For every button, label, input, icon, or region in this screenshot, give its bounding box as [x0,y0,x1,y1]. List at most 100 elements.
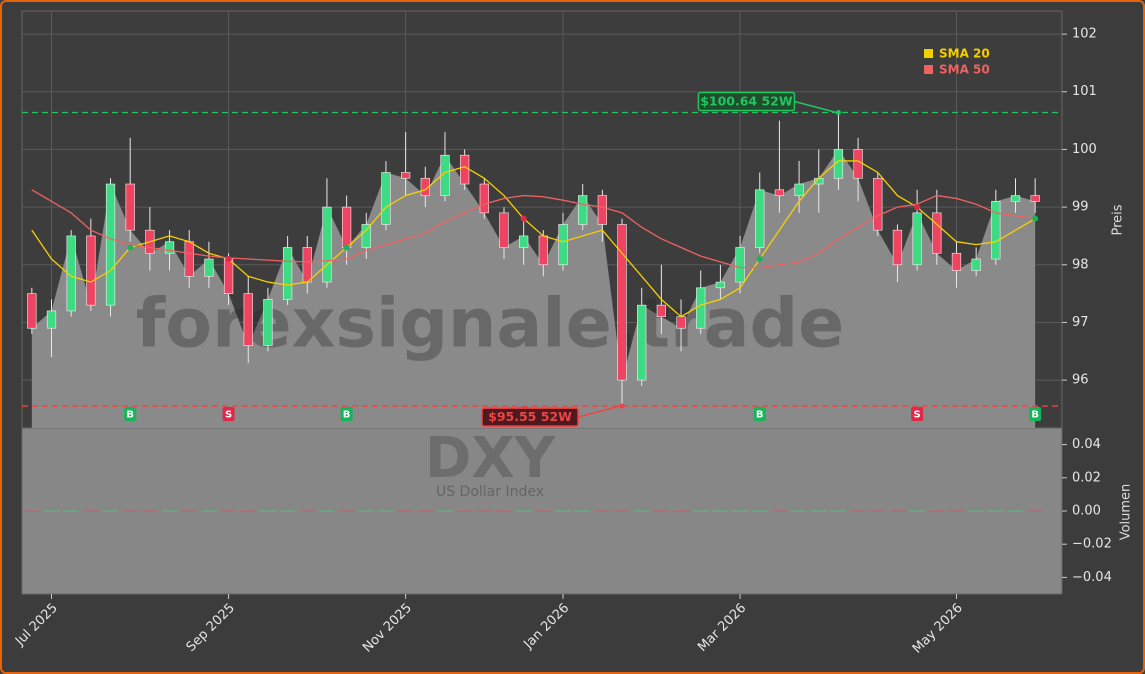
signal-label: B [126,410,134,421]
candle-body [637,304,647,381]
volume-bar [515,510,532,512]
candle-body [932,212,942,254]
signal-badge [1029,407,1042,421]
candle-body [696,287,706,329]
volume-bar [633,510,650,512]
volume-bar [23,510,40,512]
candle-body [715,281,726,289]
candle-body [991,201,1001,260]
y-tick-label: 96 [1072,373,1089,388]
volume-bar [535,510,552,512]
volume-bar [437,510,453,512]
candle-body [204,258,214,277]
candle-body [558,224,568,266]
signal-label: B [1031,410,1039,421]
candle-body [66,235,76,312]
volume-bar [496,510,512,512]
y-tick-label: 100 [1072,142,1097,157]
x-tick-label: Jan 2026 [521,601,573,653]
candle-body [322,206,332,283]
y-tick-label: 101 [1072,84,1097,99]
candle-body [302,247,312,283]
annotation-label: $100.64 52W [700,94,793,109]
candle-body [440,154,450,196]
volume-bar [201,510,217,512]
volume-bar [122,510,139,512]
volume-bar [555,510,571,512]
signal-dot [127,244,134,251]
signal-dot [225,256,232,263]
volume-bar [574,510,591,512]
candle-body [912,212,922,266]
candle-body [125,183,135,231]
signal-dot [1032,215,1039,222]
subtitle-watermark: US Dollar Index [436,484,544,500]
volume-bar [358,510,375,512]
volume-bar [732,510,748,512]
volume-bar [712,510,729,512]
volume-bar [142,510,158,512]
volume-bar [673,510,689,512]
sma-line [31,160,1036,318]
candle-body [105,183,116,306]
volume-bar [771,510,788,512]
volume-bar [260,510,276,512]
candle-body [833,149,844,179]
volume-bar [161,510,178,512]
candle-body [597,195,607,225]
candle-body [282,247,293,300]
volume-bar [456,510,473,512]
legend-label: SMA 50 [939,63,990,77]
candle-body [951,252,962,271]
signal-dot [520,215,527,222]
candle-body [971,258,981,271]
candle-body [27,293,37,329]
x-tick-label: Mar 2026 [695,601,749,655]
volume-bar [987,510,1004,512]
volume-bar [319,510,335,512]
signal-badge [222,407,235,421]
volume-bar [220,510,237,512]
candle-body [892,229,903,266]
annotation-point [835,110,841,116]
volume-bar [830,510,847,512]
candle-body [86,235,96,306]
candle-body [656,304,667,317]
close-area [31,149,1036,429]
candle-body [361,224,371,248]
candle-body [774,189,785,196]
candle-body [420,177,430,196]
annotation-label: $95.55 52W [488,409,572,424]
volume-bar [240,510,257,512]
candle-body [735,247,745,283]
signal-label: B [756,410,764,421]
volume-bar [299,510,316,512]
volume-bar [614,510,630,512]
candle-body [479,183,489,214]
legend-label: SMA 20 [939,47,990,61]
candle-body [381,172,391,225]
volume-bar [43,510,60,512]
signal-badge [911,407,924,421]
annotation-box [481,407,579,427]
y2-tick-label: −0.02 [1072,537,1112,552]
volume-bar [378,510,394,512]
signal-badge [124,407,137,421]
volume-bar [968,510,985,512]
volume-bar [181,510,198,512]
volume-bar [1007,510,1024,512]
volume-bar [850,510,866,512]
annotation-box [697,91,796,112]
signal-label: S [225,410,232,421]
candle-body [460,154,470,185]
symbol-watermark: DXY [425,426,557,491]
volume-bar [751,510,768,512]
x-tick-label: Nov 2025 [360,601,415,656]
volume-bar [869,510,886,512]
signal-label: S [914,410,921,421]
candle-body [223,258,234,294]
signal-badge [753,407,766,421]
candle-body [263,299,273,346]
y-axis-label: Preis [1111,204,1126,235]
